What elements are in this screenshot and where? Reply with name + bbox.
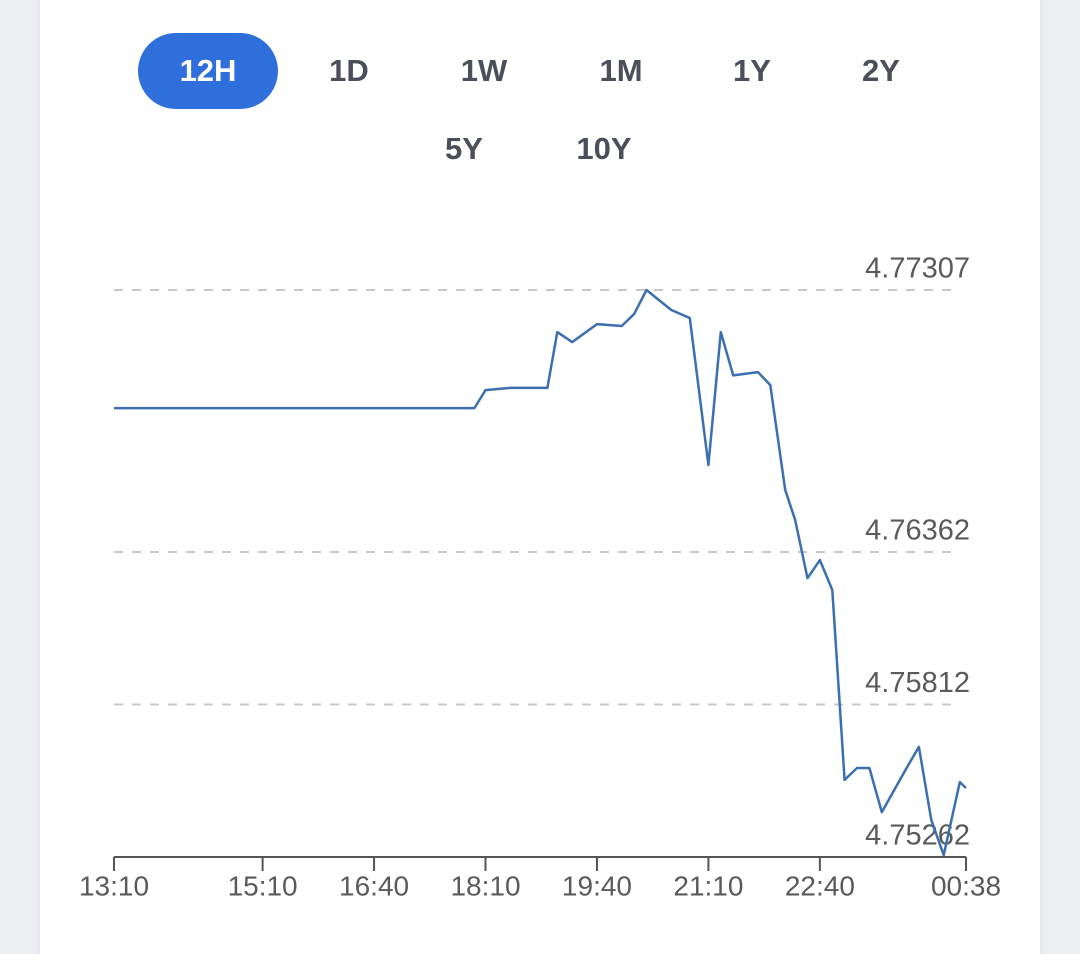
range-button[interactable]: 12H [180, 53, 237, 88]
range-button[interactable]: 1Y [733, 53, 771, 88]
price-line [114, 288, 967, 857]
card [40, 0, 1040, 954]
x-tick-label: 00:38 [931, 870, 1001, 901]
x-tick-label: 18:10 [450, 870, 520, 901]
range-button[interactable]: 2Y [862, 53, 900, 88]
x-tick-label: 19:40 [562, 870, 632, 901]
x-tick-label: 13:10 [79, 870, 149, 901]
y-tick-label: 4.77307 [865, 253, 970, 285]
range-button[interactable]: 1M [599, 53, 642, 88]
range-button-bg [138, 33, 278, 109]
x-tick-label: 15:10 [228, 870, 298, 901]
range-button[interactable]: 1W [461, 53, 508, 88]
y-tick-label: 4.76362 [865, 515, 970, 547]
x-tick-label: 22:40 [785, 870, 855, 901]
range-button[interactable]: 10Y [576, 131, 631, 166]
x-tick-label: 16:40 [339, 870, 409, 901]
y-tick-label: 4.75812 [865, 667, 970, 699]
range-button[interactable]: 5Y [445, 131, 483, 166]
range-button[interactable]: 1D [329, 53, 369, 88]
x-tick-label: 21:10 [673, 870, 743, 901]
y-tick-label: 4.75262 [865, 820, 970, 852]
